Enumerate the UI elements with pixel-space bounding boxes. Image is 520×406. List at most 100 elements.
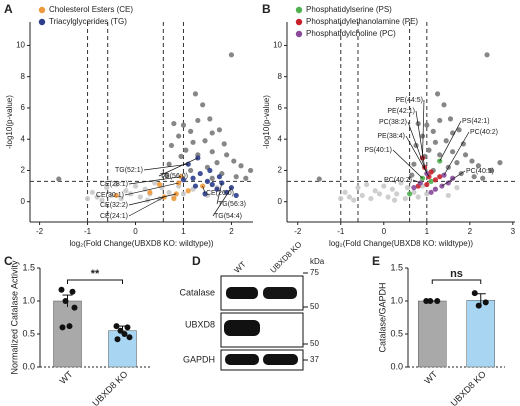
point (359, 192, 365, 199)
leader-line (216, 182, 223, 205)
annotation: PC(38:2) (379, 119, 407, 126)
point (180, 122, 187, 128)
y-tick-label: 6 (278, 103, 283, 112)
point (450, 149, 456, 155)
legend-marker (295, 6, 303, 14)
y-tick-label: 1.5 (22, 262, 35, 272)
annotation: CE(26:0) (206, 190, 234, 197)
leader-line (128, 176, 182, 185)
x-tick-label: 3 (511, 227, 516, 236)
data-point (113, 323, 120, 330)
annotation: CE(32:2) (100, 202, 128, 209)
point (108, 192, 115, 199)
point (430, 128, 436, 134)
data-point (71, 304, 78, 311)
y-tick-label: 0.5 (22, 328, 35, 338)
annotation: CE(30:1) (96, 192, 124, 199)
data-point (427, 298, 434, 304)
band (263, 287, 297, 299)
point (411, 161, 417, 167)
point (195, 117, 201, 124)
x-tick-label: WT (422, 369, 439, 386)
bar (418, 300, 447, 368)
point (166, 161, 172, 167)
significance-label: ns (450, 268, 463, 280)
y-tick-label: 2 (21, 166, 26, 175)
x-tick-label: 1 (425, 227, 430, 236)
point (454, 160, 460, 166)
point (152, 180, 158, 186)
point (94, 194, 100, 200)
row-label: Catalase (179, 287, 215, 297)
western-blot: D WT UBXD8 KO kDa Catalase UBXD8 GAPDH 7… (179, 240, 325, 371)
point (171, 195, 177, 202)
data-point (124, 324, 131, 331)
leader-line (143, 163, 189, 171)
point (209, 149, 215, 155)
point (132, 183, 139, 189)
point (432, 177, 439, 183)
point (443, 138, 449, 144)
point (428, 178, 434, 184)
legend-label: Triacylglycerides (TG) (49, 17, 127, 26)
point (346, 194, 352, 200)
point (214, 160, 220, 166)
leader-line (128, 196, 165, 217)
y-tick-label: 8 (21, 72, 26, 81)
point (471, 174, 477, 180)
data-point (475, 302, 482, 309)
y-tick-label: 6 (21, 103, 26, 112)
point (202, 138, 208, 144)
annotation: TG(56:0) (160, 173, 188, 180)
point (171, 120, 177, 127)
x-tick-label: -2 (294, 227, 302, 236)
y-tick-label: 0.0 (390, 361, 403, 371)
legend-label: Phosphatidylserine (PS) (306, 5, 392, 14)
point (221, 141, 227, 147)
legend-marker (38, 18, 46, 26)
row-label: GAPDH (183, 354, 215, 364)
leader-line (443, 131, 470, 176)
significance-bracket (431, 279, 482, 284)
bar (53, 300, 82, 368)
leader-line (441, 170, 466, 187)
unit-label: kDa (310, 257, 325, 266)
point (419, 133, 426, 139)
point (207, 116, 213, 122)
point (56, 176, 62, 182)
data-point (69, 288, 76, 295)
panel-letter: B (262, 2, 271, 16)
row-label: UBXD8 (185, 319, 215, 329)
point (456, 127, 462, 133)
leader-line (212, 187, 232, 217)
x-tick-label: 1 (181, 227, 186, 236)
point (428, 169, 434, 175)
point (475, 163, 482, 169)
point (447, 116, 454, 122)
point (183, 147, 189, 153)
y-tick-label: 1.0 (22, 295, 35, 305)
point (204, 178, 211, 184)
y-tick-label: 4 (278, 134, 283, 143)
point (84, 195, 91, 202)
annotation: CE(24:1) (100, 213, 128, 220)
legend-marker (38, 6, 46, 14)
legend-marker (295, 30, 303, 38)
point (209, 130, 215, 136)
point (233, 174, 239, 180)
marker-label: 50 (310, 302, 319, 311)
point (437, 174, 443, 180)
point (180, 177, 187, 183)
leader-line (392, 149, 423, 179)
legend-label: Phosphatidylethanolamine (PE) (306, 17, 418, 26)
significance-bracket (67, 279, 123, 284)
annotation: TG(54:4) (214, 213, 242, 220)
band (226, 287, 258, 299)
y-axis-label: -log10(p-value) (5, 95, 14, 149)
point (462, 152, 469, 158)
annotation: PS(42:1) (462, 118, 490, 125)
annotation: CE(28:1) (100, 181, 128, 188)
point (231, 158, 237, 164)
point (385, 194, 391, 200)
